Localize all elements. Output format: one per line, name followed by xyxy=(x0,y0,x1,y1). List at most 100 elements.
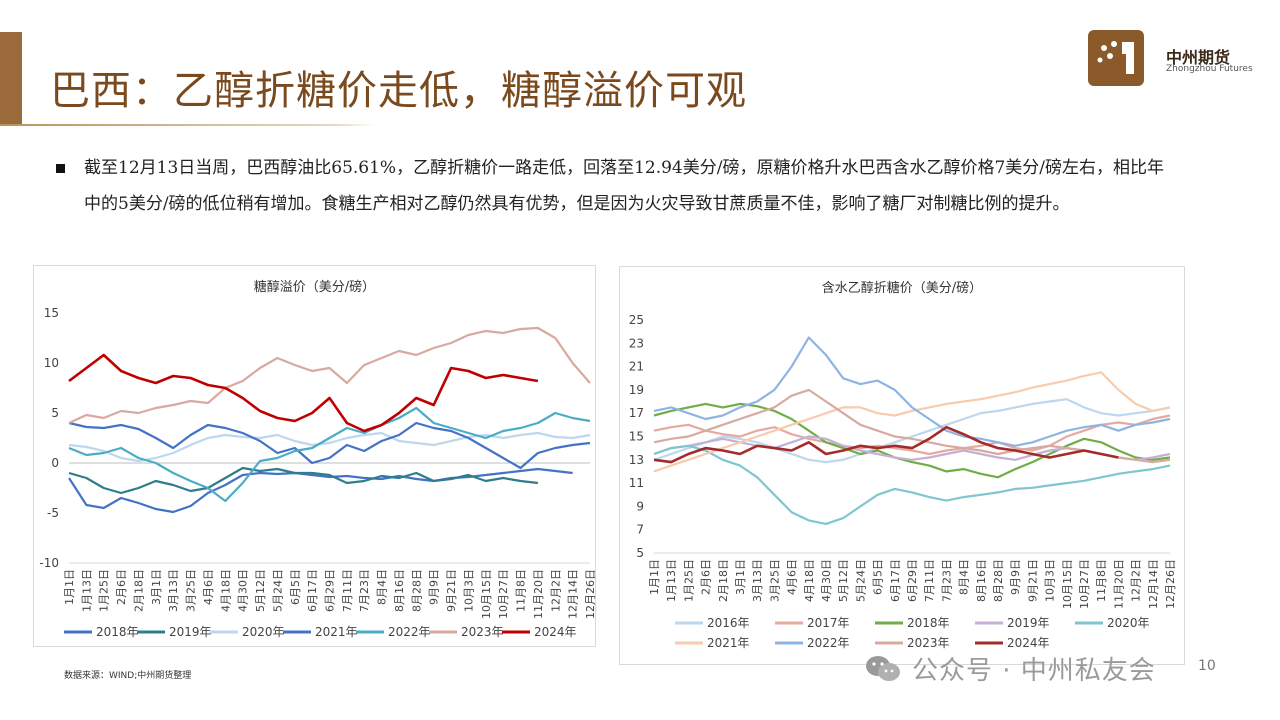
x-tick-label: 12月26日 xyxy=(1164,559,1177,609)
x-tick-label: 10月27日 xyxy=(1078,559,1091,609)
y-tick-label: 0 xyxy=(51,456,59,470)
x-tick-label: 2月6日 xyxy=(115,569,128,605)
x-tick-label: 3月1日 xyxy=(150,569,163,605)
series-line-2022年 xyxy=(68,406,591,503)
chart-title: 含水乙醇折糖价（美分/磅） xyxy=(821,281,983,296)
legend-label: 2019年 xyxy=(1007,616,1050,630)
x-tick-label: 6月17日 xyxy=(306,569,319,612)
x-tick-label: 10月27日 xyxy=(497,569,510,619)
y-tick-label: 17 xyxy=(629,406,644,420)
x-tick-label: 8月16日 xyxy=(975,559,988,602)
page-number: 10 xyxy=(1198,658,1216,674)
x-tick-label: 5月24日 xyxy=(271,569,284,612)
x-tick-label: 9月9日 xyxy=(1009,559,1022,595)
x-tick-label: 4月30日 xyxy=(820,559,833,602)
y-tick-label: 19 xyxy=(629,383,644,397)
x-tick-label: 8月4日 xyxy=(958,559,971,595)
y-tick-label: 9 xyxy=(636,499,644,513)
brand-subtitle: Zhongzhou Futures xyxy=(1166,64,1253,74)
x-tick-label: 4月18日 xyxy=(803,559,816,602)
x-tick-label: 2月6日 xyxy=(700,559,713,595)
brand-name: 中州期货 xyxy=(1166,48,1231,67)
series-line-2024年 xyxy=(653,425,1119,464)
watermark-text: 公众号 · 中州私友会 xyxy=(912,656,1156,686)
y-tick-label: 5 xyxy=(636,546,644,560)
legend-label: 2020年 xyxy=(242,625,285,639)
legend-label: 2018年 xyxy=(96,625,139,639)
legend-label: 2017年 xyxy=(807,616,850,630)
x-tick-label: 3月25日 xyxy=(768,559,781,602)
y-tick-label: 15 xyxy=(629,430,644,444)
x-tick-label: 12月14日 xyxy=(1147,559,1160,609)
legend-label: 2021年 xyxy=(315,625,358,639)
y-tick-label: 21 xyxy=(629,360,644,374)
y-tick-label: 11 xyxy=(629,476,644,490)
y-tick-label: 7 xyxy=(636,523,644,537)
x-tick-label: 8月16日 xyxy=(393,569,406,612)
x-tick-label: 8月28日 xyxy=(410,569,423,612)
x-tick-label: 6月29日 xyxy=(906,559,919,602)
brand-logo-icon xyxy=(1088,30,1144,86)
legend-label: 2024年 xyxy=(1007,636,1050,650)
y-tick-label: 23 xyxy=(629,336,644,350)
x-tick-label: 3月25日 xyxy=(185,569,198,612)
x-tick-label: 12月2日 xyxy=(1130,559,1143,602)
x-tick-label: 11月8日 xyxy=(515,569,528,612)
series-line-2022年 xyxy=(653,336,1171,447)
y-tick-label: -5 xyxy=(47,506,59,520)
legend-label: 2023年 xyxy=(461,625,504,639)
x-tick-label: 1月1日 xyxy=(648,559,661,595)
y-tick-label: 13 xyxy=(629,453,644,467)
wechat-icon xyxy=(866,656,900,681)
series-line-2020年 xyxy=(68,431,591,463)
x-tick-label: 8月4日 xyxy=(376,569,389,605)
series-line-2018年 xyxy=(653,402,1171,479)
legend-label: 2021年 xyxy=(707,636,750,650)
legend-label: 2022年 xyxy=(807,636,850,650)
x-tick-label: 10月15日 xyxy=(1061,559,1074,609)
x-tick-label: 1月13日 xyxy=(665,559,678,602)
x-tick-label: 3月13日 xyxy=(751,559,764,602)
x-tick-label: 10月15日 xyxy=(480,569,493,619)
bullet-square-icon xyxy=(56,164,65,173)
x-tick-label: 1月25日 xyxy=(98,569,111,612)
series-line-2024年 xyxy=(68,353,539,433)
x-tick-label: 4月6日 xyxy=(202,569,215,605)
data-source-note: 数据来源：WIND;中州期货整理 xyxy=(64,671,192,681)
x-tick-label: 5月12日 xyxy=(837,559,850,602)
chart-title: 糖醇溢价（美分/磅） xyxy=(253,280,376,295)
title-accent-bar xyxy=(0,32,22,126)
y-tick-label: 15 xyxy=(44,306,59,320)
y-tick-label: -10 xyxy=(39,556,59,570)
x-tick-label: 6月5日 xyxy=(289,569,302,605)
x-tick-label: 9月9日 xyxy=(428,569,441,605)
x-tick-label: 12月2日 xyxy=(549,569,562,612)
x-tick-label: 4月18日 xyxy=(219,569,232,612)
x-tick-label: 9月21日 xyxy=(445,569,458,612)
chart-panel-premium: 糖醇溢价（美分/磅） 15 10 5 0 -5 -10 1月1日 1月13日 1月25日 2月6日… xyxy=(33,265,597,647)
bullet-paragraph: 截至12月13日当周，巴西醇油比65.61%，乙醇折糖价一路走低，回落至12.9… xyxy=(56,150,1166,222)
x-tick-label: 12月14日 xyxy=(567,569,580,619)
page-title: 巴西：乙醇折糖价走低，糖醇溢价可观 xyxy=(50,68,747,114)
x-tick-label: 5月12日 xyxy=(254,569,267,612)
x-tick-label: 11月20日 xyxy=(532,569,545,619)
chart-panel-ethanol: 含水乙醇折糖价（美分/磅） 25 23 21 19 17 15 13 11 9 7 5 1月1日 1月1… xyxy=(619,266,1185,665)
x-tick-label: 7月11日 xyxy=(923,559,936,602)
x-tick-label: 11月20日 xyxy=(1112,559,1125,609)
series-line-2017年 xyxy=(653,414,1171,456)
title-underline xyxy=(0,124,375,126)
legend-label: 2024年 xyxy=(534,625,577,639)
legend-label: 2018年 xyxy=(907,616,950,630)
x-tick-label: 4月30日 xyxy=(237,569,250,612)
legend-label: 2023年 xyxy=(907,636,950,650)
x-tick-label: 2月18日 xyxy=(132,569,145,612)
x-tick-label: 1月1日 xyxy=(63,569,76,605)
legend-label: 2019年 xyxy=(169,625,212,639)
x-tick-label: 10月3日 xyxy=(1044,559,1057,602)
series-line-2021年 xyxy=(68,421,591,470)
x-tick-label: 1月25日 xyxy=(682,559,695,602)
x-tick-label: 4月6日 xyxy=(786,559,799,595)
x-tick-label: 5月24日 xyxy=(854,559,867,602)
legend-label: 2020年 xyxy=(1107,616,1150,630)
y-tick-label: 10 xyxy=(44,356,59,370)
